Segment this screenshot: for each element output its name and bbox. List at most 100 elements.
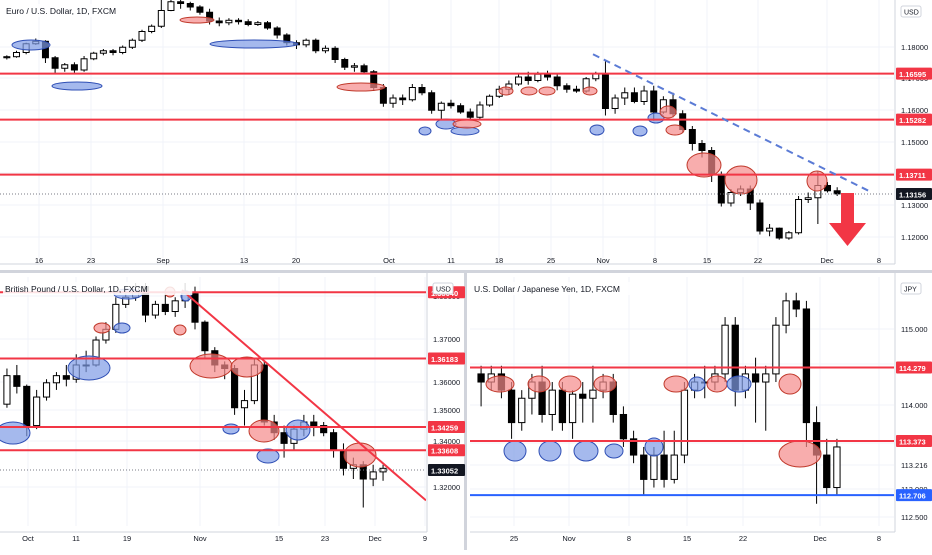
price-label-box	[896, 188, 932, 201]
candle-body	[792, 300, 800, 310]
candle-body	[369, 471, 377, 480]
candle-body	[795, 199, 803, 234]
candle-body	[640, 90, 648, 102]
time-tick-label: Oct	[22, 534, 35, 543]
time-tick-label: 15	[275, 534, 283, 543]
time-tick-label: 25	[547, 256, 555, 265]
trend-line	[592, 53, 873, 194]
candle-body	[350, 65, 358, 68]
resistance-ellipse	[173, 324, 187, 336]
candle-body	[670, 454, 678, 480]
candle-body	[650, 454, 658, 480]
candle-body	[457, 105, 465, 113]
time-tick-label: Nov	[562, 534, 576, 543]
price-label-box	[896, 113, 932, 126]
candle-body	[321, 47, 329, 52]
time-tick-label: 16	[35, 256, 43, 265]
candle-body	[447, 102, 455, 107]
time-tick-label: Dec	[820, 256, 834, 265]
candle-body	[785, 232, 793, 239]
support-ellipse	[589, 124, 605, 136]
time-tick-label: 23	[87, 256, 95, 265]
trend-line	[181, 289, 426, 502]
price-label-box	[896, 489, 932, 502]
candle-body	[119, 46, 127, 53]
time-tick-label: 11	[447, 256, 455, 265]
candle-body	[698, 143, 706, 151]
candle-body	[312, 39, 320, 52]
candle-body	[148, 25, 156, 32]
resistance-ellipse	[520, 86, 538, 96]
time-tick-label: Sep	[156, 256, 169, 265]
currency-label: USD	[904, 10, 919, 17]
resistance-ellipse	[527, 375, 551, 393]
price-label-text: 112.706	[899, 492, 926, 501]
candle-body	[437, 102, 445, 111]
price-label-text: 1.36183	[431, 355, 458, 364]
candle-body	[486, 95, 494, 106]
candle-body	[762, 373, 770, 383]
candle-body	[379, 87, 387, 104]
price-label-text: 1.13711	[899, 171, 926, 180]
candle-body	[727, 192, 735, 204]
price-tick-label: 1.36000	[433, 378, 460, 387]
candle-body	[23, 385, 31, 427]
candle-body	[408, 87, 416, 101]
time-tick-label: 8	[877, 534, 881, 543]
resistance-ellipse	[230, 356, 264, 378]
resistance-ellipse	[659, 105, 677, 119]
candle-body	[128, 39, 136, 48]
candle-body	[177, 1, 185, 4]
usdjpy-pane: 115.000114.500114.000113.500113.216113.0…	[470, 273, 932, 543]
time-tick-label: Oct	[383, 256, 396, 265]
candle-body	[320, 425, 328, 434]
price-label-box	[896, 168, 932, 181]
candle-body	[109, 50, 117, 53]
resistance-ellipse	[558, 375, 582, 393]
price-label-box	[428, 352, 465, 365]
candle-body	[12, 52, 20, 58]
price-tick-label: 1.35000	[433, 406, 460, 415]
candle-body	[601, 73, 609, 109]
support-ellipse	[538, 440, 562, 462]
candle-body	[717, 174, 725, 204]
candle-body	[254, 22, 262, 25]
plot-area	[0, 277, 426, 526]
candle-body	[225, 19, 233, 24]
chart-title: U.S. Dollar / Japanese Yen, 1D, FXCM	[474, 284, 620, 294]
resistance-ellipse	[538, 86, 556, 96]
eurusd-pane: 1.180001.170001.160001.150001.140001.130…	[0, 0, 932, 265]
candle-body	[151, 303, 159, 316]
candle-body	[589, 389, 597, 399]
resistance-ellipse	[806, 170, 828, 192]
price-label-box	[428, 421, 465, 434]
candle-body	[563, 85, 571, 90]
resistance-ellipse	[452, 119, 482, 129]
candle-body	[138, 31, 146, 41]
support-ellipse	[726, 375, 752, 393]
candle-body	[619, 413, 628, 440]
candle-body	[3, 375, 11, 405]
price-label-text: 1.15282	[899, 116, 926, 125]
candle-body	[331, 47, 339, 60]
price-tick-label: 115.000	[901, 325, 928, 334]
candle-body	[680, 389, 689, 456]
candle-body	[568, 393, 577, 424]
candle-body	[548, 389, 556, 415]
support-ellipse	[11, 39, 51, 51]
time-tick-label: 20	[292, 256, 300, 265]
candle-body	[167, 1, 175, 11]
currency-label: JPY	[904, 287, 917, 294]
resistance-ellipse	[686, 152, 722, 178]
currency-tag	[432, 282, 454, 295]
candle-body	[418, 87, 426, 94]
support-ellipse	[209, 39, 299, 49]
candle-body	[579, 393, 587, 399]
candle-body	[477, 373, 485, 383]
time-tick-label: 25	[510, 534, 518, 543]
candle-body	[80, 58, 88, 71]
chart-title: Euro / U.S. Dollar, 1D, FXCM	[6, 6, 116, 16]
candle-body	[235, 19, 243, 23]
